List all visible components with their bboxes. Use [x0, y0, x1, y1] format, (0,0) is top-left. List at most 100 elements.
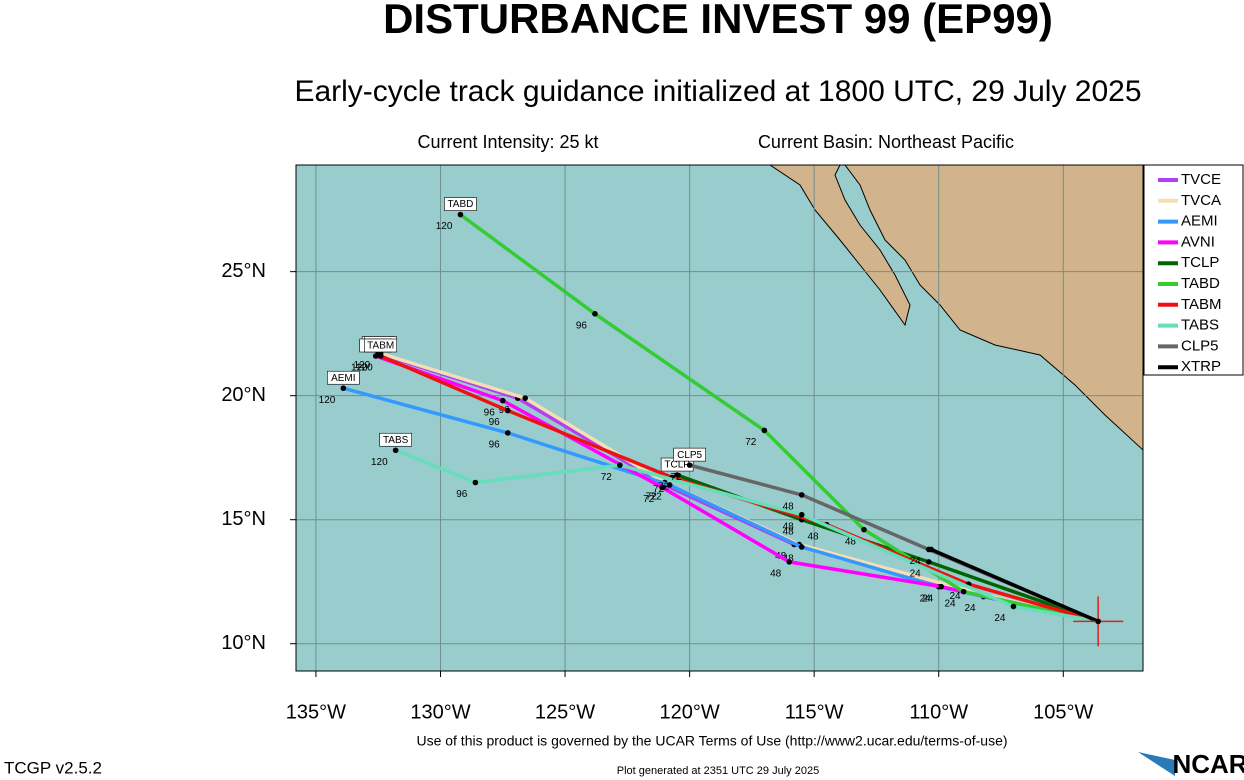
logo: NCAR: [1172, 749, 1244, 779]
legend-label: TCLP: [1181, 254, 1219, 271]
hour-label: 72: [651, 492, 663, 503]
hour-label: 120: [354, 360, 371, 371]
hour-label: 72: [646, 492, 658, 503]
hour-label: 96: [484, 407, 496, 418]
track-point: [522, 395, 528, 401]
legend-label: TABS: [1181, 317, 1219, 334]
x-tick-label: 120°W: [659, 701, 719, 723]
hour-label: 48: [770, 569, 782, 580]
end-label-box: [673, 447, 706, 462]
hour-label: 72: [601, 472, 613, 483]
track: [459, 213, 1099, 624]
hour-label: 24: [920, 593, 932, 604]
track-point: [761, 427, 768, 434]
hour-label: 48: [807, 531, 819, 542]
subtitle: Early-cycle track guidance initialized a…: [294, 75, 1141, 108]
hour-label: 24: [964, 603, 976, 614]
x-tick-label: 130°W: [410, 701, 470, 723]
hour-label: 96: [456, 489, 468, 500]
hour-label: 72: [670, 472, 682, 483]
track-point: [457, 211, 464, 218]
track-point: [928, 546, 935, 553]
hour-label: 96: [489, 417, 501, 428]
hour-label: 48: [845, 536, 857, 547]
end-label: TCLP: [664, 460, 690, 471]
legend-label: TVCE: [1181, 171, 1221, 188]
x-tick-label: 115°W: [785, 701, 844, 723]
x-tick-label: 135°W: [286, 701, 346, 723]
track-point: [686, 462, 693, 468]
track-point: [504, 407, 511, 414]
legend-label: AVNI: [1181, 233, 1215, 250]
y-tick-label: 25°N: [221, 260, 266, 282]
legend-label: TABD: [1181, 275, 1220, 292]
hour-label: 72: [653, 484, 665, 495]
track-point: [798, 492, 805, 498]
end-label-box: [444, 197, 477, 211]
baja: [769, 165, 911, 327]
end-label: AEMI: [331, 373, 355, 384]
plot-frame: [295, 164, 1144, 672]
end-label: TABS: [383, 435, 409, 446]
track-point: [798, 544, 805, 550]
hour-label: 120: [356, 363, 373, 374]
hour-label: 24: [922, 593, 934, 604]
end-label: CLP5: [677, 450, 702, 461]
hour-label: 48: [783, 521, 795, 532]
hour-label: 24: [910, 556, 922, 567]
land: [769, 165, 1143, 451]
legend-label: XTRP: [1181, 358, 1221, 375]
track-point: [960, 588, 967, 595]
track-point: [499, 397, 506, 404]
hour-label: 24: [949, 591, 961, 602]
hour-label: 120: [351, 363, 368, 374]
end-label-box: [327, 370, 360, 385]
track-point: [392, 447, 399, 454]
y-tick-label: 10°N: [221, 632, 266, 654]
end-label-box: [379, 432, 412, 447]
track: [930, 547, 1099, 623]
track-point: [617, 462, 623, 468]
title: DISTURBANCE INVEST 99 (EP99): [383, 0, 1053, 42]
hour-label: 48: [783, 502, 795, 513]
hour-label: 72: [745, 437, 757, 448]
track-point: [592, 311, 598, 317]
hour-label: 96: [576, 320, 588, 331]
legend-label: CLP5: [1181, 337, 1219, 354]
hour-label: 72: [643, 494, 655, 505]
version: TCGP v2.5.2: [4, 758, 102, 777]
x-tick-label: 125°W: [535, 701, 595, 723]
track-point: [861, 526, 867, 533]
legend-label: AEMI: [1181, 213, 1218, 230]
hour-label: 24: [994, 613, 1006, 624]
track-point: [938, 583, 945, 590]
intensity: Current Intensity: 25 kt: [417, 132, 598, 152]
end-label-box: [364, 338, 398, 353]
legend-label: TVCA: [1181, 192, 1221, 209]
hour-label: 48: [783, 526, 795, 537]
end-label: TABD: [447, 199, 473, 210]
hour-label: 120: [436, 221, 453, 232]
end-label: TABM: [367, 341, 394, 352]
track-point: [372, 353, 379, 359]
hour-label: 24: [910, 569, 922, 580]
y-tick-label: 20°N: [221, 384, 266, 406]
hour-label: 120: [371, 457, 388, 468]
track-point: [377, 353, 384, 359]
hour-label: 24: [945, 598, 957, 609]
track-point: [925, 559, 932, 565]
y-tick-label: 15°N: [221, 508, 266, 530]
mainland: [844, 165, 1143, 451]
current-dot: [1095, 618, 1101, 625]
track-point: [1010, 603, 1017, 610]
x-tick-label: 105°W: [1033, 701, 1093, 723]
track-point: [666, 482, 673, 488]
hour-label: 48: [783, 554, 795, 565]
track-point: [472, 479, 479, 486]
legend-label: TABM: [1181, 296, 1222, 313]
track-point: [674, 472, 680, 478]
hour-label: 72: [658, 482, 670, 493]
logo-mark: [1138, 752, 1175, 776]
track-point: [786, 559, 793, 565]
